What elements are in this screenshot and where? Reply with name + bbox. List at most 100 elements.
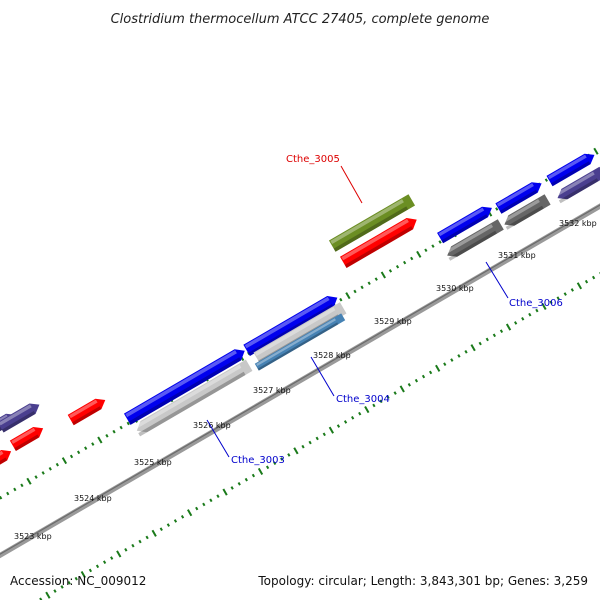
outer-tick (402, 260, 407, 265)
cds-arrow[interactable] (0, 399, 42, 433)
inner-tick (514, 321, 518, 325)
gene-feature-cthe-3003-shadow (138, 371, 246, 437)
gene-label-cthe-3005[interactable]: Cthe_3005 (286, 154, 340, 165)
tick-labels: 3523 kbp 3524 kbp 3525 kbp 3526 kbp 3527… (14, 219, 597, 541)
outer-tick (544, 178, 548, 182)
inner-tick (74, 576, 78, 581)
tick-label-3532: 3532 kbp (559, 219, 597, 228)
inner-tick (166, 523, 170, 527)
callout-line-cthe-3006 (485, 261, 509, 299)
inner-tick (535, 308, 539, 313)
inner-tick (464, 350, 468, 354)
outer-tick (41, 471, 45, 475)
cds-arrow-highlight (341, 218, 409, 261)
steel-feature-cthe-3004-highlight (256, 318, 336, 366)
inner-tick (95, 564, 100, 569)
cds-arrow-shadow (499, 189, 538, 214)
outer-tick (55, 462, 59, 467)
gene-feature[interactable] (501, 194, 551, 230)
inner-tick (251, 473, 256, 478)
inner-tick (265, 465, 270, 470)
gene-feature-cthe-3004-highlight (254, 307, 336, 357)
tick-label-3531: 3531 kbp (498, 251, 536, 260)
cds-arrow[interactable] (495, 178, 544, 214)
steel-feature-cthe-3004[interactable] (254, 313, 346, 371)
gene-label-cthe-3003[interactable]: Cthe_3003 (231, 455, 285, 466)
gene-feature[interactable] (555, 166, 600, 204)
inner-tick (280, 457, 284, 461)
inner-tick (216, 494, 220, 498)
cds-arrow-body (243, 295, 338, 357)
inner-tick (351, 416, 355, 420)
accession-text: Accession: NC_009012 (10, 574, 147, 588)
inner-tick (549, 300, 553, 305)
gene-feature-body (504, 194, 551, 226)
outer-tick (345, 292, 351, 300)
inner-tick (124, 548, 128, 552)
inner-tick (159, 527, 163, 531)
inner-tick (45, 591, 51, 599)
outer-tick (388, 269, 393, 273)
inner-tick (131, 543, 135, 548)
inner-tick (457, 354, 461, 358)
outer-tick (380, 271, 386, 279)
cds-arrow[interactable] (339, 214, 420, 268)
inner-tick (237, 482, 241, 486)
rna-feature-cthe-3005-shadow (333, 206, 409, 252)
inner-tick (209, 498, 213, 503)
outer-tick (431, 244, 435, 248)
inner-tick (151, 529, 157, 537)
outer-tick (438, 240, 442, 244)
inner-tick (584, 279, 589, 284)
outer-tick (34, 475, 38, 479)
inner-tick (414, 378, 419, 383)
inner-tick (556, 296, 560, 301)
inner-tick (222, 488, 228, 496)
gene-feature-cthe-3003[interactable] (134, 359, 253, 437)
inner-tick (60, 585, 64, 589)
inner-tick (257, 467, 264, 475)
outer-tick (6, 491, 10, 496)
gene-label-cthe-3004[interactable]: Cthe_3004 (336, 394, 390, 405)
outer-tick (13, 487, 17, 492)
inner-tick (343, 420, 348, 424)
gene-feature[interactable] (444, 219, 504, 261)
inner-tick (421, 374, 426, 379)
callout-line-cthe-3005 (340, 165, 363, 204)
inner-tick (407, 383, 411, 387)
gene-label-cthe-3006[interactable]: Cthe_3006 (509, 298, 563, 309)
rna-feature-cthe-3005[interactable] (328, 194, 416, 252)
cds-arrow-shadow (0, 457, 8, 474)
cds-arrow[interactable] (546, 150, 598, 187)
inner-tick (505, 323, 512, 331)
outer-tick (0, 495, 3, 500)
tick-label-3528: 3528 kbp (313, 351, 351, 360)
cds-arrow[interactable] (67, 395, 109, 426)
callout-line-cthe-3003 (206, 419, 230, 458)
cds-arrow-body (546, 153, 595, 187)
outer-tick (105, 434, 109, 438)
steel-feature-cthe-3004-shadow (257, 322, 339, 371)
genome-backbone (0, 70, 600, 568)
cds-arrow[interactable] (243, 292, 340, 357)
steel-feature-cthe-3004-body (254, 313, 346, 371)
cds-arrow-cthe-3003[interactable] (123, 345, 248, 425)
callout-line-cthe-3004 (310, 356, 335, 397)
cds-arrow-body (9, 427, 44, 451)
outer-tick (26, 477, 32, 485)
cds-arrow[interactable] (437, 203, 495, 244)
inner-tick (195, 506, 199, 511)
inner-tick (386, 395, 390, 400)
cds-arrow[interactable] (9, 423, 46, 451)
outer-tick (424, 248, 428, 253)
outer-tick (84, 446, 88, 451)
gene-feature-shadow (505, 205, 544, 230)
outer-tick (360, 285, 364, 290)
cds-arrow-shadow (248, 304, 334, 357)
cds-arrow-shadow (344, 226, 414, 268)
outer-tick (339, 297, 343, 302)
cds-arrow[interactable] (0, 446, 14, 474)
inner-tick (364, 406, 370, 414)
inner-tick (287, 453, 291, 457)
inner-tick (372, 403, 376, 408)
